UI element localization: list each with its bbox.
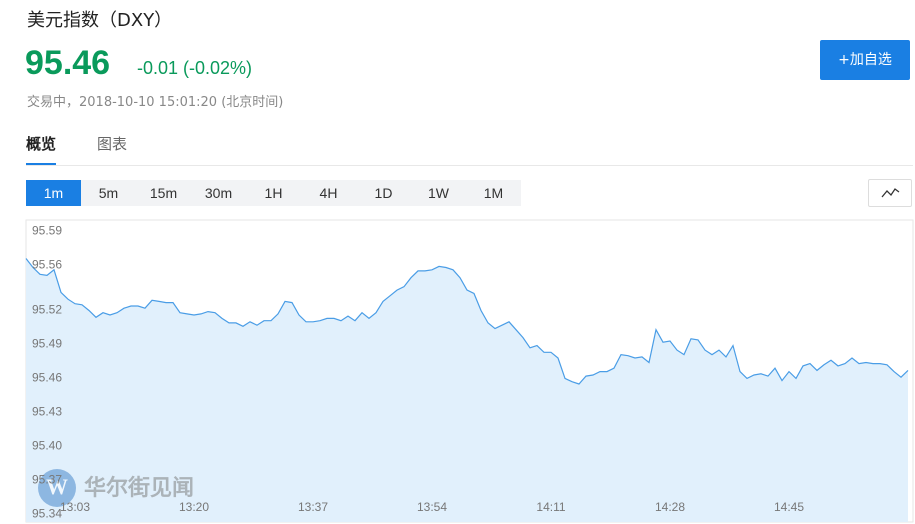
y-tick-label: 95.52 (32, 303, 62, 317)
chart-style-icon (881, 188, 900, 198)
price-change: -0.01 (-0.02%) (137, 58, 253, 78)
x-tick-label: 14:45 (774, 500, 804, 514)
trade-status: 交易中，2018-10-10 15:01:20 (北京时间) (27, 95, 284, 110)
interval-button[interactable]: 5m (98, 185, 119, 201)
interval-button[interactable]: 4H (319, 185, 338, 201)
x-tick-label: 13:20 (179, 500, 209, 514)
interval-button[interactable]: 1W (428, 185, 449, 201)
tab[interactable]: 概览 (26, 133, 57, 165)
y-tick-label: 95.56 (32, 257, 62, 271)
interval-button[interactable]: 15m (149, 185, 178, 201)
y-tick-label: 95.46 (32, 371, 62, 385)
chart-style-button[interactable] (868, 179, 912, 207)
interval-button[interactable]: 1m (26, 180, 81, 206)
y-tick-label: 95.59 (32, 223, 62, 237)
title: 美元指数（DXY） (27, 10, 173, 31)
x-tick-label: 14:28 (655, 500, 685, 514)
y-tick-label: 95.49 (32, 337, 62, 351)
y-tick-label: 95.37 (32, 472, 62, 486)
interval-button[interactable]: 30m (204, 185, 233, 201)
interval-button[interactable]: 1M (483, 185, 504, 201)
x-tick-label: 13:37 (298, 500, 328, 514)
x-tick-label: 13:54 (417, 500, 447, 514)
y-tick-label: 95.40 (32, 438, 62, 452)
divider (26, 165, 913, 166)
tab[interactable]: 图表 (97, 135, 128, 153)
interval-button[interactable]: 1D (374, 185, 393, 201)
watermark-logo: W (38, 469, 76, 507)
interval-selector: 1m 5m 15m 30m 1H 4H 1D 1W 1M (26, 180, 521, 206)
x-tick-label: 14:11 (536, 500, 565, 514)
tabs: 概览 图表 (26, 133, 127, 165)
svg-text:W: W (46, 474, 68, 499)
price: 95.46 (25, 44, 111, 82)
add-watchlist-button[interactable]: +加自选 (820, 40, 910, 80)
y-tick-label: 95.34 (32, 506, 62, 520)
x-tick-label: 13:03 (60, 500, 90, 514)
price-line (25, 258, 909, 385)
interval-button[interactable]: 1H (264, 185, 283, 201)
watermark-text: 华尔街见闻 (84, 475, 194, 501)
y-tick-label: 95.43 (32, 404, 62, 418)
